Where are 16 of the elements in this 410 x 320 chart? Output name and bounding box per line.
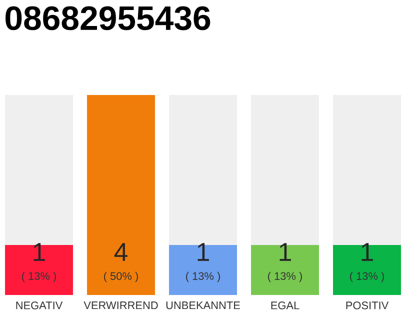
- x-tick-label: POSITIV: [346, 302, 389, 310]
- data-label: 1: [34, 243, 45, 261]
- data-label: 4: [114, 243, 128, 261]
- x-tick-label: NEGATIV: [16, 302, 63, 310]
- annotation: ( 50% ): [104, 272, 138, 282]
- x-tick-label: UNBEKANNTE: [166, 302, 240, 310]
- chart-title: 08682955436: [6, 6, 210, 30]
- annotation: ( 13% ): [22, 272, 56, 282]
- x-tick-label: EGAL: [271, 302, 300, 310]
- annotation: ( 13% ): [186, 272, 220, 282]
- annotation: ( 13% ): [350, 272, 384, 282]
- data-label: 1: [198, 243, 209, 261]
- x-tick-label: VERWIRREND: [84, 302, 158, 310]
- data-label: 1: [280, 243, 291, 261]
- data-label: 1: [362, 243, 373, 261]
- annotation: ( 13% ): [268, 272, 302, 282]
